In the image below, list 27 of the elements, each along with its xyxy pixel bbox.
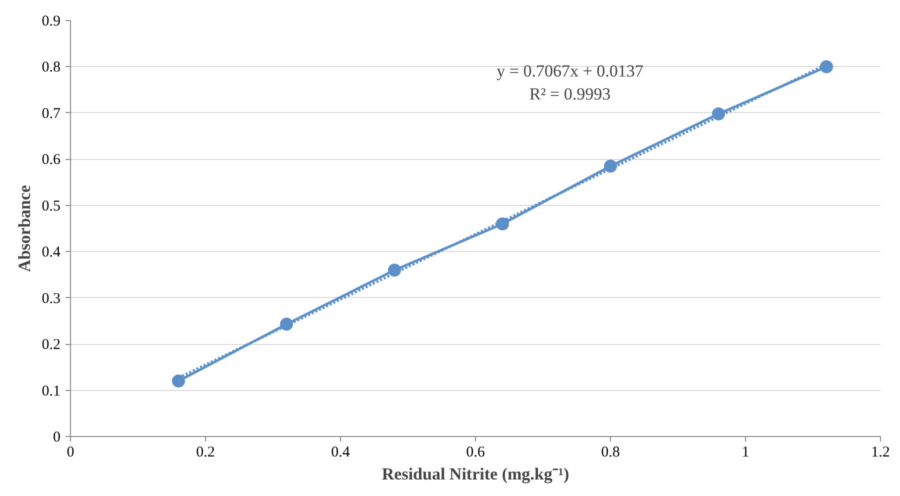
- annotation: R² = 0.9993: [529, 84, 611, 104]
- point: [496, 217, 509, 230]
- point: [712, 107, 725, 120]
- y-tick-label: 0.8: [42, 60, 60, 76]
- point: [172, 374, 185, 388]
- x-axis-title: Residual Nitrite (mg.kg⁻¹): [382, 464, 570, 484]
- y-tick-label: 0.2: [42, 337, 60, 354]
- annotation: y = 0.7067x + 0.0137: [496, 62, 644, 81]
- y-tick-label: 0.9: [42, 14, 60, 30]
- x-tick-label: 1: [742, 444, 750, 460]
- x-tick-label: 0.2: [196, 444, 215, 460]
- y-tick-label: 0.1: [42, 383, 60, 400]
- point: [604, 160, 617, 173]
- x-tick-label: 0.4: [331, 444, 350, 460]
- y-tick-label: 0: [53, 430, 60, 446]
- y-tick-label: 0.4: [42, 244, 61, 261]
- x-tick-label: 0: [66, 444, 74, 460]
- y-tick-label: 0.5: [42, 198, 60, 214]
- y-tick-label: 0.6: [42, 152, 61, 168]
- point: [388, 264, 401, 277]
- y-tick-label: 0.7: [42, 106, 61, 122]
- x-tick-label: 0.6: [466, 444, 486, 460]
- y-tick-label: 0.3: [42, 290, 60, 307]
- x-tick-label: 1.2: [871, 444, 890, 460]
- y-axis-title: Absorbance: [14, 184, 34, 272]
- x-tick-label: 0.8: [601, 444, 620, 460]
- point: [820, 60, 833, 74]
